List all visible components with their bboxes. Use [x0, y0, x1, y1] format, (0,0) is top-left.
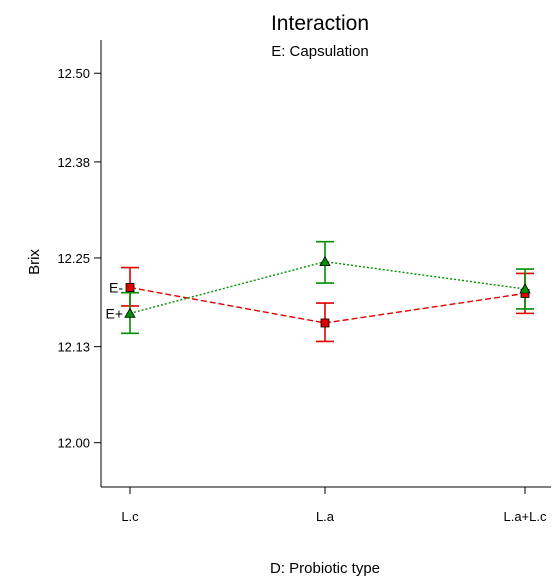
- data-point: [125, 283, 135, 292]
- data-point: [320, 318, 330, 328]
- y-axis-label: Brix: [26, 249, 43, 275]
- data-point: [124, 307, 136, 318]
- y-tick-label: 12.13: [57, 340, 90, 355]
- series-line-0: [129, 286, 526, 324]
- y-tick-label: 12.38: [57, 155, 90, 170]
- y-tick-label: 12.00: [57, 436, 90, 451]
- x-tick-label: L.c: [121, 509, 139, 524]
- x-tick-label: L.a+L.c: [503, 509, 547, 524]
- y-tick-label: 12.50: [57, 66, 90, 81]
- chart-title: Interaction: [271, 12, 369, 35]
- series-label: E+: [105, 305, 123, 321]
- data-point: [519, 283, 531, 294]
- series-label: E-: [109, 280, 123, 296]
- y-tick-label: 12.25: [57, 251, 90, 266]
- chart-subtitle: E: Capsulation: [271, 43, 369, 60]
- x-tick-label: L.a: [316, 509, 335, 524]
- series-line-1: [129, 260, 526, 315]
- data-point: [319, 255, 331, 267]
- x-axis-label: D: Probiotic type: [270, 560, 380, 577]
